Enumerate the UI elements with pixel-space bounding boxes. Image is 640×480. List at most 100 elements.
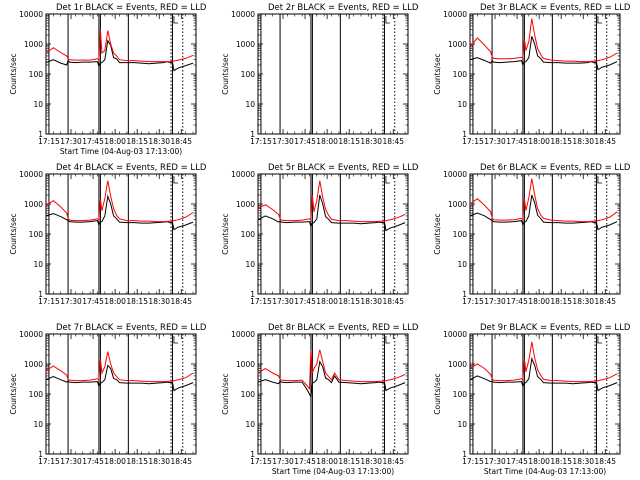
x-tick-label: 17:45 bbox=[294, 297, 316, 306]
time-bracket-marker bbox=[597, 336, 602, 344]
y-tick-label: 10000 bbox=[19, 10, 43, 19]
x-tick-label: 18:15 bbox=[338, 457, 360, 466]
y-tick-label: 10 bbox=[33, 260, 43, 269]
x-tick-label: 18:15 bbox=[126, 457, 148, 466]
series-line-lld bbox=[469, 18, 618, 63]
x-axis-label: Start Time (04-Aug-03 17:13:00) bbox=[60, 147, 182, 156]
x-tick-label: 17:30 bbox=[60, 297, 82, 306]
series-line-events bbox=[45, 364, 194, 392]
x-tick-label: 17:30 bbox=[484, 297, 506, 306]
y-tick-label: 1 bbox=[38, 290, 43, 299]
series-line-lld bbox=[45, 351, 194, 383]
x-tick-label: 17:30 bbox=[272, 457, 294, 466]
y-tick-label: 10 bbox=[457, 420, 467, 429]
y-tick-label: 1000 bbox=[24, 360, 43, 369]
y-tick-label: 10 bbox=[245, 420, 255, 429]
y-tick-label: 1 bbox=[250, 450, 255, 459]
x-tick-label: 18:15 bbox=[126, 137, 148, 146]
y-tick-label: 10 bbox=[33, 100, 43, 109]
time-bracket-marker bbox=[597, 16, 602, 24]
y-tick-label: 1000 bbox=[236, 360, 255, 369]
y-tick-label: 1 bbox=[38, 450, 43, 459]
y-tick-label: 10000 bbox=[443, 170, 467, 179]
y-axis-label: Counts/sec bbox=[433, 53, 442, 94]
time-bracket-marker bbox=[385, 336, 390, 344]
x-tick-label: 18:15 bbox=[550, 457, 572, 466]
x-tick-label: 18:30 bbox=[148, 137, 170, 146]
x-tick-label: 18:15 bbox=[126, 297, 148, 306]
series-line-events bbox=[469, 356, 618, 392]
y-tick-label: 1000 bbox=[448, 40, 467, 49]
y-tick-label: 10 bbox=[245, 100, 255, 109]
x-tick-label: 17:15 bbox=[38, 137, 60, 146]
panel-title: Det 5r BLACK = Events, RED = LLD bbox=[268, 163, 419, 173]
series-line-events bbox=[257, 360, 406, 399]
x-tick-label: 18:15 bbox=[338, 297, 360, 306]
y-tick-label: 10 bbox=[457, 100, 467, 109]
y-tick-label: 10 bbox=[33, 420, 43, 429]
x-tick-label: 18:45 bbox=[170, 297, 192, 306]
y-tick-label: 1000 bbox=[236, 200, 255, 209]
x-tick-label: 17:45 bbox=[82, 137, 104, 146]
panel-det-1: Det 1r BLACK = Events, RED = LLD 1 10 100 10… bbox=[9, 3, 207, 156]
panel-det-6: Det 6r BLACK = Events, RED = LLD 1 10 100 10… bbox=[433, 163, 631, 306]
series-line-events bbox=[45, 39, 194, 72]
x-tick-label: 17:15 bbox=[38, 297, 60, 306]
y-tick-label: 10000 bbox=[443, 330, 467, 339]
y-tick-label: 100 bbox=[29, 390, 44, 399]
y-tick-label: 1000 bbox=[24, 200, 43, 209]
x-tick-label: 17:15 bbox=[250, 457, 272, 466]
x-tick-label: 17:15 bbox=[462, 457, 484, 466]
x-tick-label: 17:30 bbox=[272, 137, 294, 146]
x-tick-label: 18:00 bbox=[528, 297, 550, 306]
y-axis-label: Counts/sec bbox=[221, 213, 230, 254]
x-tick-label: 18:45 bbox=[382, 297, 404, 306]
x-tick-label: 17:15 bbox=[250, 137, 272, 146]
x-tick-label: 18:00 bbox=[316, 137, 338, 146]
x-tick-label: 17:15 bbox=[462, 297, 484, 306]
x-tick-label: 17:30 bbox=[60, 457, 82, 466]
x-tick-label: 17:45 bbox=[82, 297, 104, 306]
x-tick-label: 17:30 bbox=[484, 457, 506, 466]
time-bracket-marker bbox=[385, 16, 390, 24]
y-tick-label: 100 bbox=[241, 230, 256, 239]
series-line-lld bbox=[469, 178, 618, 223]
y-axis-label: Counts/sec bbox=[9, 213, 18, 254]
series-line-events bbox=[257, 194, 406, 232]
x-tick-label: 17:45 bbox=[506, 297, 528, 306]
panel-det-4: Det 4r BLACK = Events, RED = LLD 1 10 100 10… bbox=[9, 163, 207, 306]
y-axis-label: Counts/sec bbox=[9, 53, 18, 94]
x-tick-label: 18:30 bbox=[360, 297, 382, 306]
panel-det-2: Det 2r BLACK = Events, RED = LLD 1 10 100 10… bbox=[221, 3, 419, 146]
x-tick-label: 17:45 bbox=[506, 457, 528, 466]
panel-det-5: Det 5r BLACK = Events, RED = LLD 1 10 100 10… bbox=[221, 163, 419, 306]
y-tick-label: 1 bbox=[462, 290, 467, 299]
y-tick-label: 1 bbox=[462, 450, 467, 459]
x-tick-label: 17:15 bbox=[462, 137, 484, 146]
time-bracket-marker bbox=[173, 336, 178, 344]
panel-det-3: Det 3r BLACK = Events, RED = LLD 1 10 100 10… bbox=[433, 3, 631, 146]
y-tick-label: 100 bbox=[453, 70, 468, 79]
panel-title: Det 6r BLACK = Events, RED = LLD bbox=[480, 163, 631, 173]
x-tick-label: 18:30 bbox=[572, 137, 594, 146]
x-tick-label: 18:30 bbox=[148, 457, 170, 466]
x-axis-label: Start Time (04-Aug-03 17:13:00) bbox=[272, 467, 394, 476]
x-tick-label: 17:45 bbox=[506, 137, 528, 146]
x-tick-label: 17:15 bbox=[250, 297, 272, 306]
panel-title: Det 4r BLACK = Events, RED = LLD bbox=[56, 163, 207, 173]
x-tick-label: 17:30 bbox=[484, 137, 506, 146]
x-tick-label: 18:30 bbox=[360, 137, 382, 146]
y-tick-label: 1000 bbox=[448, 200, 467, 209]
y-tick-label: 10 bbox=[245, 260, 255, 269]
x-tick-label: 18:00 bbox=[104, 297, 126, 306]
y-tick-label: 10000 bbox=[19, 330, 43, 339]
y-axis-label: Counts/sec bbox=[9, 373, 18, 414]
x-tick-label: 18:00 bbox=[104, 457, 126, 466]
y-tick-label: 10000 bbox=[231, 330, 255, 339]
y-tick-label: 1000 bbox=[448, 360, 467, 369]
x-tick-label: 18:00 bbox=[316, 457, 338, 466]
panel-title: Det 1r BLACK = Events, RED = LLD bbox=[56, 3, 207, 13]
panel-title: Det 7r BLACK = Events, RED = LLD bbox=[56, 323, 207, 333]
